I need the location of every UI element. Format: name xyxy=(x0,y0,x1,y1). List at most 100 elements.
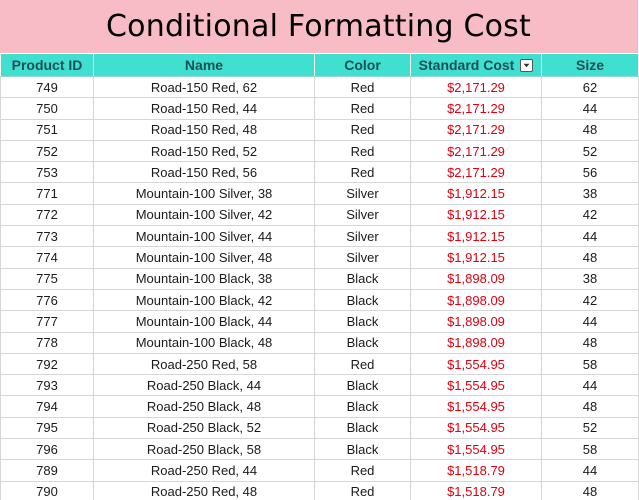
cell-standard-cost[interactable]: $2,171.29 xyxy=(410,97,542,120)
cell-standard-cost[interactable]: $1,912.15 xyxy=(410,246,542,269)
cell-size[interactable]: 52 xyxy=(541,140,639,163)
cell-name[interactable]: Mountain-100 Silver, 38 xyxy=(93,182,315,205)
cell-color[interactable]: Silver xyxy=(314,182,411,205)
cell-name[interactable]: Mountain-100 Black, 44 xyxy=(93,310,315,333)
header-color[interactable]: Color xyxy=(314,53,411,77)
cell-product-id[interactable]: 771 xyxy=(0,182,94,205)
cell-product-id[interactable]: 792 xyxy=(0,353,94,376)
cell-standard-cost[interactable]: $2,171.29 xyxy=(410,161,542,184)
header-size[interactable]: Size xyxy=(541,53,639,77)
cell-product-id[interactable]: 773 xyxy=(0,225,94,248)
cell-standard-cost[interactable]: $1,898.09 xyxy=(410,268,542,290)
cell-product-id[interactable]: 774 xyxy=(0,246,94,269)
cell-color[interactable]: Red xyxy=(314,76,411,99)
cell-size[interactable]: 44 xyxy=(541,459,639,482)
cell-product-id[interactable]: 749 xyxy=(0,76,94,99)
cell-size[interactable]: 48 xyxy=(541,332,639,354)
cell-product-id[interactable]: 793 xyxy=(0,374,94,397)
cell-name[interactable]: Mountain-100 Silver, 44 xyxy=(93,225,315,248)
cell-size[interactable]: 48 xyxy=(541,395,639,418)
cell-name[interactable]: Road-250 Black, 48 xyxy=(93,395,315,418)
cell-name[interactable]: Road-250 Black, 52 xyxy=(93,417,315,440)
cell-product-id[interactable]: 752 xyxy=(0,140,94,163)
cell-product-id[interactable]: 777 xyxy=(0,310,94,333)
cell-standard-cost[interactable]: $2,171.29 xyxy=(410,140,542,163)
cell-color[interactable]: Silver xyxy=(314,246,411,269)
cell-name[interactable]: Road-150 Red, 44 xyxy=(93,97,315,120)
cell-product-id[interactable]: 778 xyxy=(0,332,94,354)
cell-size[interactable]: 48 xyxy=(541,481,639,500)
cell-color[interactable]: Black xyxy=(314,374,411,397)
cell-size[interactable]: 38 xyxy=(541,182,639,205)
cell-size[interactable]: 56 xyxy=(541,161,639,184)
cell-product-id[interactable]: 753 xyxy=(0,161,94,184)
cell-color[interactable]: Red xyxy=(314,481,411,500)
cell-name[interactable]: Road-150 Red, 56 xyxy=(93,161,315,184)
cell-name[interactable]: Mountain-100 Black, 42 xyxy=(93,289,315,312)
cell-name[interactable]: Road-250 Black, 44 xyxy=(93,374,315,397)
cell-name[interactable]: Mountain-100 Silver, 42 xyxy=(93,204,315,227)
cell-standard-cost[interactable]: $1,898.09 xyxy=(410,310,542,333)
cell-size[interactable]: 42 xyxy=(541,289,639,312)
cell-product-id[interactable]: 790 xyxy=(0,481,94,500)
cell-color[interactable]: Red xyxy=(314,97,411,120)
cell-name[interactable]: Road-250 Red, 44 xyxy=(93,459,315,482)
cell-name[interactable]: Road-150 Red, 62 xyxy=(93,76,315,99)
cell-standard-cost[interactable]: $1,554.95 xyxy=(410,353,542,376)
cell-standard-cost[interactable]: $1,554.95 xyxy=(410,417,542,440)
cell-standard-cost[interactable]: $1,898.09 xyxy=(410,289,542,312)
cell-color[interactable]: Black xyxy=(314,310,411,333)
header-standard-cost[interactable]: Standard Cost xyxy=(410,53,542,77)
cell-color[interactable]: Black xyxy=(314,268,411,290)
cell-color[interactable]: Black xyxy=(314,289,411,312)
cell-product-id[interactable]: 794 xyxy=(0,395,94,418)
cell-color[interactable]: Black xyxy=(314,417,411,440)
cell-standard-cost[interactable]: $1,554.95 xyxy=(410,374,542,397)
cell-color[interactable]: Red xyxy=(314,161,411,184)
cell-standard-cost[interactable]: $2,171.29 xyxy=(410,119,542,141)
cell-size[interactable]: 44 xyxy=(541,97,639,120)
cell-product-id[interactable]: 795 xyxy=(0,417,94,440)
cell-standard-cost[interactable]: $1,518.79 xyxy=(410,459,542,482)
cell-size[interactable]: 52 xyxy=(541,417,639,440)
cell-size[interactable]: 44 xyxy=(541,374,639,397)
cell-color[interactable]: Black xyxy=(314,438,411,461)
cell-name[interactable]: Road-250 Black, 58 xyxy=(93,438,315,461)
cell-color[interactable]: Red xyxy=(314,119,411,141)
cell-size[interactable]: 62 xyxy=(541,76,639,99)
cell-size[interactable]: 44 xyxy=(541,225,639,248)
cell-size[interactable]: 48 xyxy=(541,246,639,269)
cell-product-id[interactable]: 772 xyxy=(0,204,94,227)
cell-standard-cost[interactable]: $1,554.95 xyxy=(410,438,542,461)
cell-size[interactable]: 44 xyxy=(541,310,639,333)
cell-standard-cost[interactable]: $1,554.95 xyxy=(410,395,542,418)
cell-standard-cost[interactable]: $1,912.15 xyxy=(410,182,542,205)
title-banner[interactable]: Conditional Formatting Cost xyxy=(0,0,638,53)
cell-size[interactable]: 48 xyxy=(541,119,639,141)
cell-size[interactable]: 58 xyxy=(541,438,639,461)
cell-size[interactable]: 42 xyxy=(541,204,639,227)
cell-product-id[interactable]: 796 xyxy=(0,438,94,461)
header-product-id[interactable]: Product ID xyxy=(0,53,94,77)
cell-color[interactable]: Silver xyxy=(314,225,411,248)
dropdown-arrow-icon[interactable] xyxy=(520,58,534,72)
cell-color[interactable]: Red xyxy=(314,459,411,482)
cell-standard-cost[interactable]: $1,898.09 xyxy=(410,332,542,354)
cell-name[interactable]: Road-250 Red, 48 xyxy=(93,481,315,500)
cell-size[interactable]: 38 xyxy=(541,268,639,290)
cell-standard-cost[interactable]: $1,912.15 xyxy=(410,225,542,248)
cell-product-id[interactable]: 776 xyxy=(0,289,94,312)
cell-name[interactable]: Road-250 Red, 58 xyxy=(93,353,315,376)
cell-color[interactable]: Red xyxy=(314,353,411,376)
cell-name[interactable]: Mountain-100 Black, 38 xyxy=(93,268,315,290)
cell-color[interactable]: Red xyxy=(314,140,411,163)
cell-name[interactable]: Mountain-100 Black, 48 xyxy=(93,332,315,354)
cell-color[interactable]: Silver xyxy=(314,204,411,227)
cell-product-id[interactable]: 750 xyxy=(0,97,94,120)
cell-standard-cost[interactable]: $2,171.29 xyxy=(410,76,542,99)
cell-color[interactable]: Black xyxy=(314,395,411,418)
cell-name[interactable]: Road-150 Red, 48 xyxy=(93,119,315,141)
cell-standard-cost[interactable]: $1,912.15 xyxy=(410,204,542,227)
cell-product-id[interactable]: 789 xyxy=(0,459,94,482)
cell-standard-cost[interactable]: $1,518.79 xyxy=(410,481,542,500)
